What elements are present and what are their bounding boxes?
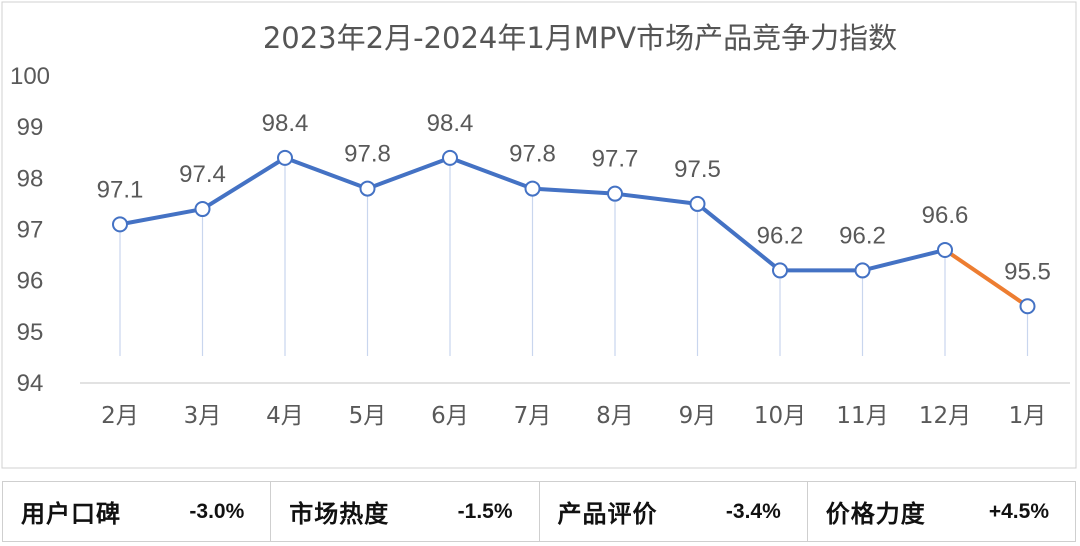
data-label: 97.8 <box>509 141 556 168</box>
data-label: 97.5 <box>674 156 721 183</box>
data-point <box>689 195 706 212</box>
x-tick-label: 12月 <box>919 403 971 429</box>
data-point <box>937 241 953 258</box>
x-tick-label: 10月 <box>754 403 806 429</box>
line-chart: 2023年2月-2024年1月MPV市场产品竞争力指数 94 95 96 97 98 99… <box>1 1 1077 469</box>
data-point <box>1019 298 1036 315</box>
series-points <box>112 149 1036 315</box>
metric-label: 价格力度 <box>825 500 926 528</box>
x-tick-label: 6月 <box>431 403 469 429</box>
x-tick-label: 4月 <box>266 403 304 429</box>
x-tick-label: 11月 <box>836 403 888 429</box>
data-label: 96.2 <box>839 222 886 249</box>
x-tick-label: 2月 <box>101 403 139 429</box>
data-label: 96.2 <box>757 222 804 249</box>
y-tick-label: 98 <box>17 165 44 192</box>
y-tick-label: 99 <box>17 114 44 141</box>
last-segment-line <box>943 247 1030 309</box>
x-tick-label: 7月 <box>514 403 552 429</box>
x-tick-label: 3月 <box>184 403 222 429</box>
metric-market-heat: 市场热度 -1.5% <box>271 482 540 541</box>
data-point <box>854 262 871 279</box>
data-label: 97.8 <box>344 141 391 168</box>
y-axis-tick-labels: 94 95 96 97 98 99 100 <box>10 63 50 397</box>
metric-label: 市场热度 <box>289 500 390 528</box>
x-axis-tick-labels: 2月 3月 4月 5月 6月 7月 8月 9月 10月 11月 12月 1月 <box>101 403 1046 429</box>
chart-title: 2023年2月-2024年1月MPV市场产品竞争力指数 <box>263 21 897 55</box>
data-label: 95.5 <box>1004 258 1051 285</box>
y-tick-label: 94 <box>17 370 44 397</box>
drop-lines <box>119 164 1029 356</box>
data-label: 96.6 <box>922 202 969 229</box>
data-label: 98.4 <box>427 110 474 137</box>
data-label: 97.7 <box>592 146 639 173</box>
data-point <box>112 216 128 233</box>
y-tick-label: 96 <box>17 268 44 295</box>
data-point <box>524 180 541 197</box>
data-label: 97.4 <box>179 161 226 188</box>
metric-value: -1.5% <box>457 499 513 523</box>
series-lines <box>119 155 1030 309</box>
data-label: 97.1 <box>97 176 144 203</box>
metric-value: -3.0% <box>189 499 245 523</box>
metric-user-reviews: 用户口碑 -3.0% <box>3 482 272 541</box>
x-tick-label: 9月 <box>679 403 717 429</box>
metric-value: -3.4% <box>725 499 781 523</box>
metric-label: 产品评价 <box>557 500 658 528</box>
x-tick-label: 5月 <box>349 403 387 429</box>
data-point <box>359 180 376 197</box>
data-point <box>194 201 211 218</box>
metric-label: 用户口碑 <box>21 500 121 528</box>
chart-frame <box>1 1 1077 469</box>
data-point <box>277 149 293 166</box>
data-point <box>772 262 788 279</box>
data-labels: 97.1 97.4 98.4 97.8 98.4 97.8 97.7 97.5 96.2 96.2… <box>97 110 1051 285</box>
x-tick-label: 8月 <box>596 403 634 429</box>
y-tick-label: 95 <box>17 319 44 346</box>
data-point <box>607 185 623 202</box>
x-tick-label: 1月 <box>1009 403 1047 429</box>
metric-value: +4.5% <box>988 499 1049 523</box>
metric-strip: 用户口碑 -3.0% 市场热度 -1.5% 产品评价 -3.4% 价格力度 +4… <box>2 481 1076 542</box>
y-tick-label: 97 <box>17 217 44 244</box>
y-tick-label: 100 <box>10 63 50 90</box>
metric-price-strength: 价格力度 +4.5% <box>808 482 1075 541</box>
metric-product-rating: 产品评价 -3.4% <box>540 482 808 541</box>
data-label: 98.4 <box>262 110 309 137</box>
data-point <box>442 149 458 166</box>
